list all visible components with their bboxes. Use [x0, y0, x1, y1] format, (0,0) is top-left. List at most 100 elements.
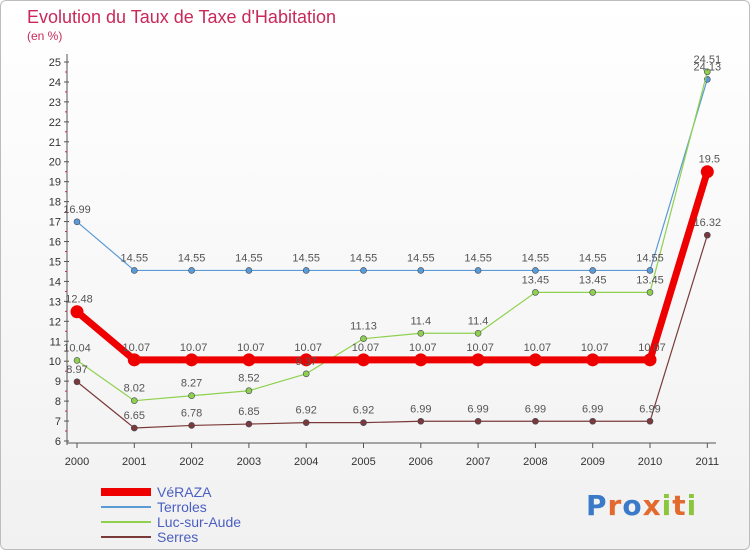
y-tick-label: 14 — [49, 276, 61, 288]
data-point-luc-sur-aude — [646, 289, 654, 296]
y-tick-label: 13 — [49, 296, 61, 308]
y-tick-label: 12 — [49, 316, 61, 328]
legend-swatch-veraza — [101, 487, 151, 496]
data-label-luc-sur-aude: 8.27 — [181, 378, 202, 390]
data-label-terroles: 14.55 — [121, 252, 149, 264]
data-point-luc-sur-aude — [532, 289, 539, 296]
data-label-terroles: 14.55 — [292, 252, 320, 264]
data-label-serres: 6.99 — [639, 403, 660, 415]
data-label-luc-sur-aude: 24.51 — [694, 54, 722, 66]
data-point-terroles — [245, 267, 253, 274]
data-label-veraza: 19.5 — [699, 154, 720, 166]
x-tick-label: 2002 — [179, 456, 203, 468]
data-point-serres — [188, 422, 195, 429]
data-label-luc-sur-aude: 13.45 — [579, 274, 607, 286]
data-point-veraza — [414, 353, 428, 367]
proxiti-logo: Proxiti — [586, 489, 697, 522]
data-label-veraza: 10.07 — [352, 342, 380, 354]
data-label-luc-sur-aude: 13.45 — [522, 274, 550, 286]
data-label-luc-sur-aude: 10.04 — [63, 342, 91, 354]
data-label-terroles: 14.55 — [350, 252, 378, 264]
data-point-luc-sur-aude — [131, 397, 138, 405]
chart-title: Evolution du Taux de Taxe d'Habitation — [27, 7, 336, 27]
logo-letter: o — [622, 489, 643, 522]
data-point-terroles — [302, 267, 310, 274]
data-point-veraza — [185, 353, 199, 367]
data-label-veraza: 10.07 — [294, 342, 322, 354]
logo-letter: t — [672, 489, 687, 522]
data-label-luc-sur-aude: 11.13 — [350, 321, 377, 333]
data-label-serres: 6.92 — [353, 405, 374, 417]
x-tick-label: 2007 — [466, 456, 490, 468]
y-tick-label: 9 — [55, 376, 61, 388]
data-point-terroles — [589, 267, 597, 274]
legend-swatch-terroles — [101, 505, 151, 508]
legend-item-luc-sur-aude: Luc-sur-Aude — [101, 514, 241, 530]
series-line-serres — [76, 234, 708, 429]
data-point-terroles — [532, 267, 539, 274]
y-tick-label: 8 — [55, 396, 61, 408]
data-label-terroles: 14.55 — [579, 252, 607, 264]
y-tick-label: 11 — [50, 336, 61, 348]
y-tick-label: 24 — [49, 77, 61, 89]
data-label-veraza: 10.07 — [524, 342, 552, 354]
y-tick-label: 18 — [49, 197, 61, 209]
data-label-serres: 6.78 — [181, 407, 202, 419]
data-label-luc-sur-aude: 13.45 — [636, 274, 664, 286]
data-label-terroles: 14.55 — [464, 252, 492, 264]
data-point-serres — [589, 417, 597, 425]
data-point-serres — [646, 417, 654, 425]
data-label-serres: 6.99 — [582, 403, 603, 415]
data-point-terroles — [73, 218, 81, 226]
data-label-luc-sur-aude: 8.52 — [238, 373, 259, 385]
data-point-luc-sur-aude — [703, 68, 711, 76]
axes: 6 7 8 9 10 11 12 13 14 15 16 17 18 19 20 21 22 23 24 25 2000… — [49, 54, 719, 468]
data-label-luc-sur-aude: 11.4 — [468, 315, 489, 327]
data-point-serres — [73, 378, 81, 386]
data-label-serres: 6.65 — [124, 410, 145, 422]
legend: VéRAZA Terroles Luc-sur-Aude Serres — [101, 484, 241, 545]
data-point-veraza — [70, 305, 84, 319]
data-point-luc-sur-aude — [73, 357, 81, 364]
data-label-luc-sur-aude: 9.37 — [295, 356, 316, 368]
data-label-luc-sur-aude: 8.02 — [124, 383, 145, 395]
data-point-terroles — [131, 267, 138, 274]
data-label-serres: 6.85 — [238, 406, 259, 418]
data-point-veraza — [242, 353, 256, 367]
legend-label-serres: Serres — [157, 528, 199, 545]
data-point-veraza — [299, 353, 313, 367]
series-line-veraza — [74, 170, 711, 364]
x-tick-label: 2011 — [695, 456, 719, 468]
series-line-luc-sur-aude — [76, 71, 708, 402]
x-tick-label: 2006 — [409, 456, 433, 468]
data-point-serres — [131, 424, 138, 432]
data-point-veraza — [586, 353, 600, 367]
data-label-terroles: 16.99 — [63, 204, 91, 216]
y-tick-label: 6 — [55, 436, 61, 448]
data-point-serres — [703, 231, 711, 239]
data-point-serres — [474, 417, 482, 425]
y-tick-label: 16 — [49, 237, 61, 249]
data-point-luc-sur-aude — [188, 392, 195, 400]
data-point-veraza — [700, 165, 714, 179]
logo-letter: P — [586, 489, 608, 522]
x-tick-label: 2008 — [523, 456, 547, 468]
y-tick-label: 20 — [49, 157, 61, 169]
y-tick-label: 10 — [49, 356, 61, 368]
data-label-serres: 8.97 — [66, 364, 87, 376]
data-point-luc-sur-aude — [417, 329, 425, 337]
data-point-serres — [245, 420, 253, 428]
chart-subtitle: (en %) — [27, 29, 63, 43]
x-tick-label: 2004 — [294, 456, 318, 468]
data-label-veraza: 10.07 — [581, 342, 609, 354]
data-label-veraza: 12.48 — [65, 294, 93, 306]
x-tick-label: 2005 — [351, 456, 375, 468]
data-point-luc-sur-aude — [245, 387, 253, 395]
logo-letter: i — [661, 489, 673, 522]
data-point-terroles — [417, 267, 425, 274]
logo-letter: r — [607, 489, 623, 522]
data-point-terroles — [360, 267, 367, 274]
data-label-terroles: 14.55 — [178, 252, 206, 264]
